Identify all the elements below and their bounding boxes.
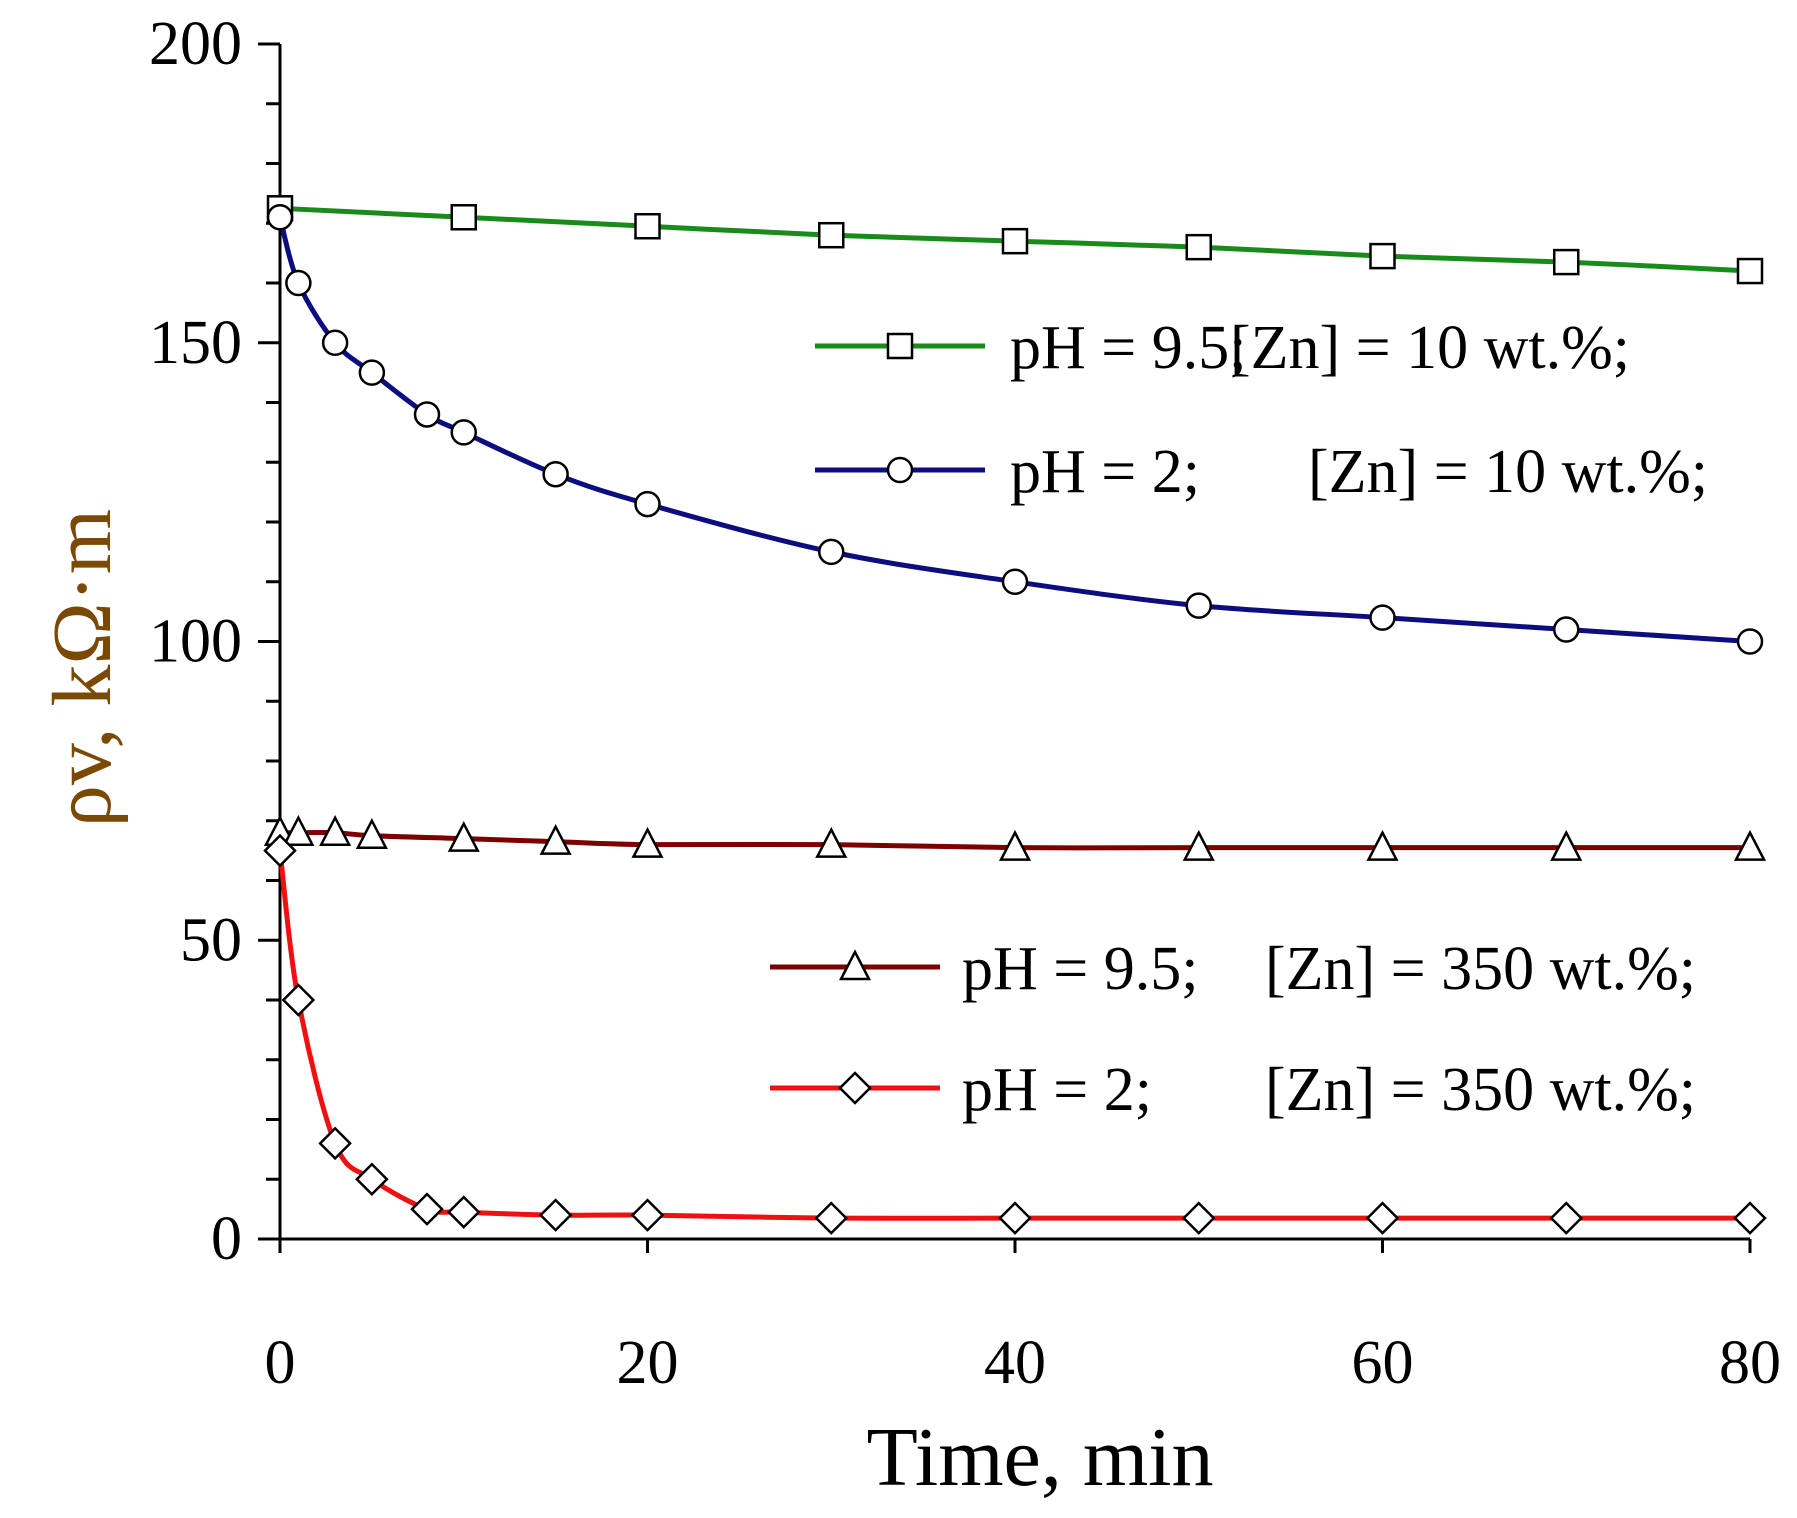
triangle-marker — [631, 826, 664, 858]
y-axis-title: ρv, kΩ·m — [36, 509, 129, 827]
square-marker — [1185, 233, 1212, 261]
series-layer — [263, 195, 1767, 1235]
legend-zn-label: [Zn] = 10 wt.%; — [1308, 438, 1708, 506]
y-tick-label: 50 — [180, 906, 242, 974]
diamond-marker — [1181, 1201, 1216, 1235]
circle-marker — [1369, 604, 1396, 631]
circle-marker — [450, 419, 477, 446]
square-marker — [886, 332, 914, 360]
triangle-marker — [1182, 829, 1215, 861]
legend: pH = 9.5;[Zn] = 10 wt.%;pH = 2; [Zn] = 10… — [770, 314, 1708, 1124]
circle-marker — [634, 490, 661, 518]
x-tick-label: 20 — [617, 1329, 679, 1397]
x-tick-label: 80 — [1719, 1329, 1781, 1397]
square-marker — [634, 212, 661, 240]
legend-zn-label: [Zn] = 10 wt.%; — [1230, 314, 1630, 382]
y-tick-label: 200 — [149, 10, 242, 78]
triangle-marker — [539, 823, 572, 855]
diamond-marker — [998, 1201, 1032, 1235]
y-tick-label: 150 — [149, 309, 242, 377]
diamond-marker — [1733, 1201, 1767, 1235]
series-4 — [263, 833, 1767, 1235]
diamond-marker — [281, 983, 316, 1017]
square-marker — [450, 204, 477, 231]
diamond-marker — [1365, 1201, 1400, 1235]
x-tick-label: 0 — [265, 1329, 296, 1397]
diamond-marker — [538, 1198, 573, 1232]
triangle-marker — [447, 820, 480, 852]
triangle-marker — [319, 814, 352, 846]
circle-marker — [321, 329, 349, 356]
diamond-marker — [263, 833, 297, 868]
triangle-marker — [998, 829, 1032, 861]
axes: 0 50 100 150 200 0 20 40 60 80 — [149, 10, 1781, 1397]
circle-marker — [1736, 628, 1764, 655]
square-marker — [1369, 242, 1396, 270]
square-marker — [1001, 227, 1029, 255]
circle-marker — [542, 460, 569, 488]
circle-marker — [266, 204, 294, 231]
diamond-marker — [838, 1071, 872, 1105]
legend-zn-label: [Zn] = 350 wt.%; — [1265, 935, 1696, 1003]
square-marker — [1736, 257, 1764, 285]
square-marker — [818, 221, 845, 249]
legend-zn-label: [Zn] = 350 wt.%; — [1265, 1056, 1696, 1124]
circle-marker — [285, 269, 312, 297]
legend-entry-1: pH = 9.5;[Zn] = 10 wt.%; — [815, 314, 1630, 382]
triangle-marker — [838, 949, 872, 981]
series-2 — [266, 204, 1764, 655]
series-3 — [263, 814, 1767, 861]
circle-marker — [1185, 592, 1212, 619]
diamond-marker — [355, 1162, 389, 1197]
triangle-marker — [1366, 829, 1399, 861]
circle-marker — [818, 538, 845, 566]
legend-entry-2: pH = 2; [Zn] = 10 wt.%; — [815, 438, 1708, 506]
triangle-marker — [1733, 829, 1767, 861]
diamond-marker — [814, 1201, 849, 1235]
y-tick-label: 0 — [211, 1205, 242, 1273]
x-axis-title: Time, min — [867, 1411, 1214, 1504]
x-tick-label: 40 — [984, 1329, 1046, 1397]
x-tick-label: 60 — [1352, 1329, 1414, 1397]
triangle-marker — [282, 814, 315, 846]
legend-ph-label: pH = 2; — [1010, 438, 1200, 506]
legend-ph-label: pH = 9.5; — [962, 935, 1198, 1003]
legend-entry-4: pH = 2; [Zn] = 350 wt.%; — [770, 1056, 1696, 1124]
triangle-marker — [815, 826, 848, 858]
circle-marker — [1001, 568, 1029, 595]
circle-marker — [413, 401, 441, 428]
diamond-marker — [630, 1198, 665, 1232]
circle-marker — [886, 456, 914, 484]
y-tick-label: 100 — [149, 608, 242, 676]
series-1 — [266, 195, 1764, 285]
diamond-marker — [318, 1126, 352, 1161]
triangle-marker — [355, 817, 388, 849]
circle-marker — [1553, 616, 1580, 643]
legend-entry-3: pH = 9.5; [Zn] = 350 wt.%; — [770, 935, 1696, 1003]
square-marker — [1553, 248, 1580, 276]
diamond-marker — [1549, 1201, 1584, 1235]
circle-marker — [358, 359, 386, 386]
diamond-marker — [410, 1192, 444, 1226]
triangle-marker — [1550, 829, 1583, 861]
series-line — [277, 850, 1750, 1221]
legend-ph-label: pH = 2; — [962, 1056, 1152, 1124]
diamond-marker — [446, 1195, 481, 1229]
legend-ph-label: pH = 9.5; — [1010, 314, 1246, 382]
